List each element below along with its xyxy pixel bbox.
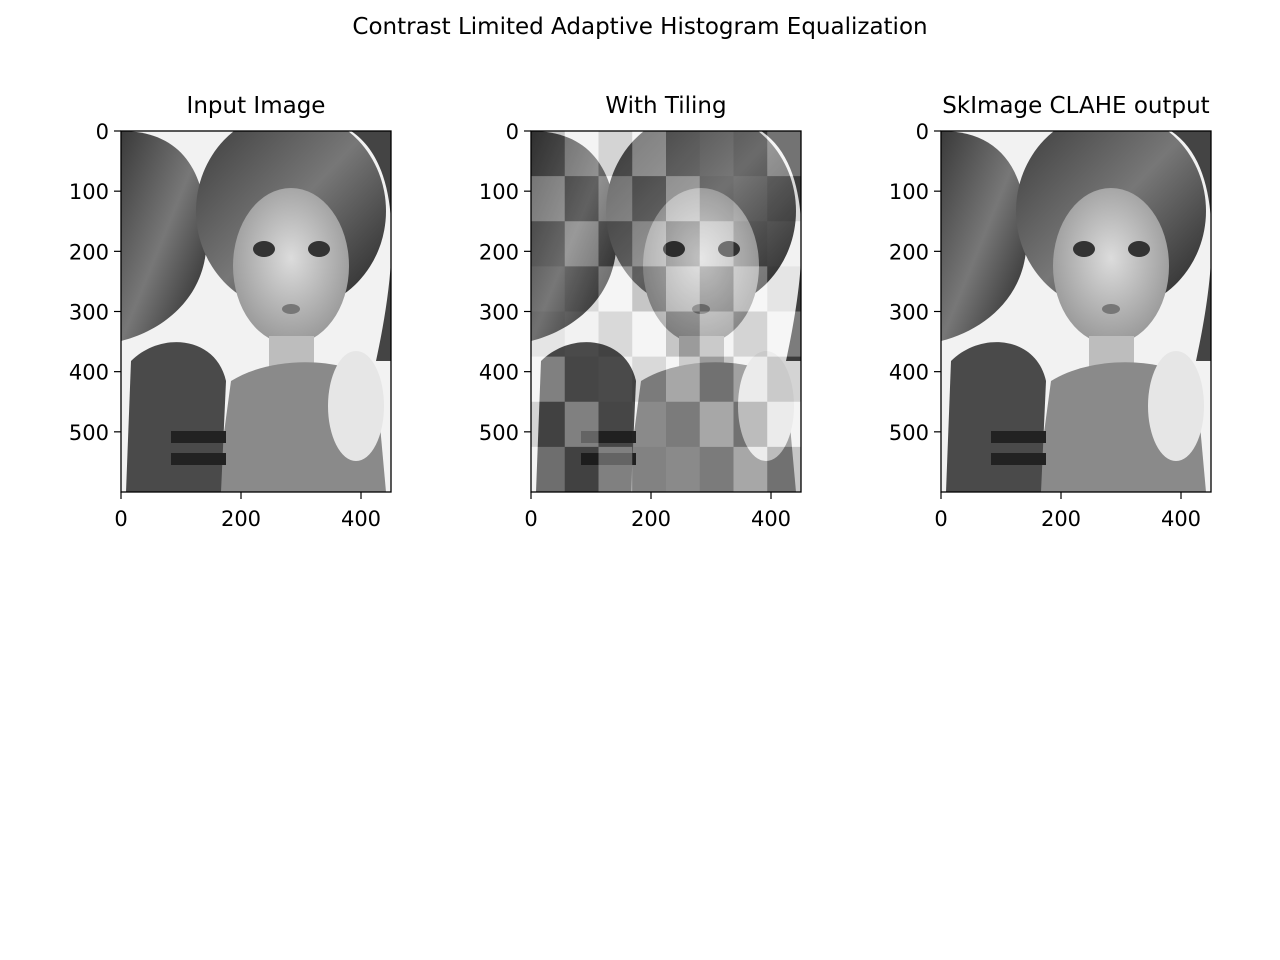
- x-tick-label: 400: [751, 507, 791, 531]
- y-tick-label: 200: [889, 240, 929, 264]
- y-tick-label: 0: [916, 120, 929, 144]
- subplot-3: SkImage CLAHE output 0 100 200 300 400 500 0 200…: [889, 93, 1212, 531]
- x-tick-label: 0: [524, 507, 537, 531]
- x-tick-label: 400: [1161, 507, 1201, 531]
- portrait-image-1: [121, 131, 391, 492]
- y-tick-label: 200: [69, 240, 109, 264]
- y-tick-label: 0: [506, 120, 519, 144]
- y-tick-label: 500: [479, 421, 519, 445]
- y-tick-label: 100: [69, 180, 109, 204]
- x-tick-label: 0: [934, 507, 947, 531]
- subplot-title: Input Image: [187, 93, 326, 119]
- y-tick-label: 300: [69, 301, 109, 325]
- x-tick-label: 400: [341, 507, 381, 531]
- portrait-image-2: [531, 131, 801, 492]
- y-tick-label: 100: [889, 180, 929, 204]
- x-tick-label: 200: [221, 507, 261, 531]
- subplot-title: With Tiling: [605, 93, 726, 119]
- y-tick-label: 500: [889, 421, 929, 445]
- subplot-2: With Tiling 0 100 200 300 400 500 0 200 400: [479, 93, 802, 531]
- y-tick-label: 300: [479, 301, 519, 325]
- y-tick-label: 0: [96, 120, 109, 144]
- subplot-1: Input Image 0 100 200 300 400 500 0 200 400: [69, 93, 392, 531]
- portrait-image-3: [941, 131, 1211, 492]
- x-tick-label: 200: [631, 507, 671, 531]
- y-tick-label: 500: [69, 421, 109, 445]
- y-tick-label: 400: [889, 361, 929, 385]
- figure-suptitle: Contrast Limited Adaptive Histogram Equa…: [352, 14, 928, 40]
- y-tick-label: 400: [479, 361, 519, 385]
- y-tick-label: 300: [889, 301, 929, 325]
- y-tick-label: 200: [479, 240, 519, 264]
- subplot-title: SkImage CLAHE output: [942, 93, 1209, 119]
- y-tick-label: 100: [479, 180, 519, 204]
- y-tick-label: 400: [69, 361, 109, 385]
- x-tick-label: 0: [114, 507, 127, 531]
- x-tick-label: 200: [1041, 507, 1081, 531]
